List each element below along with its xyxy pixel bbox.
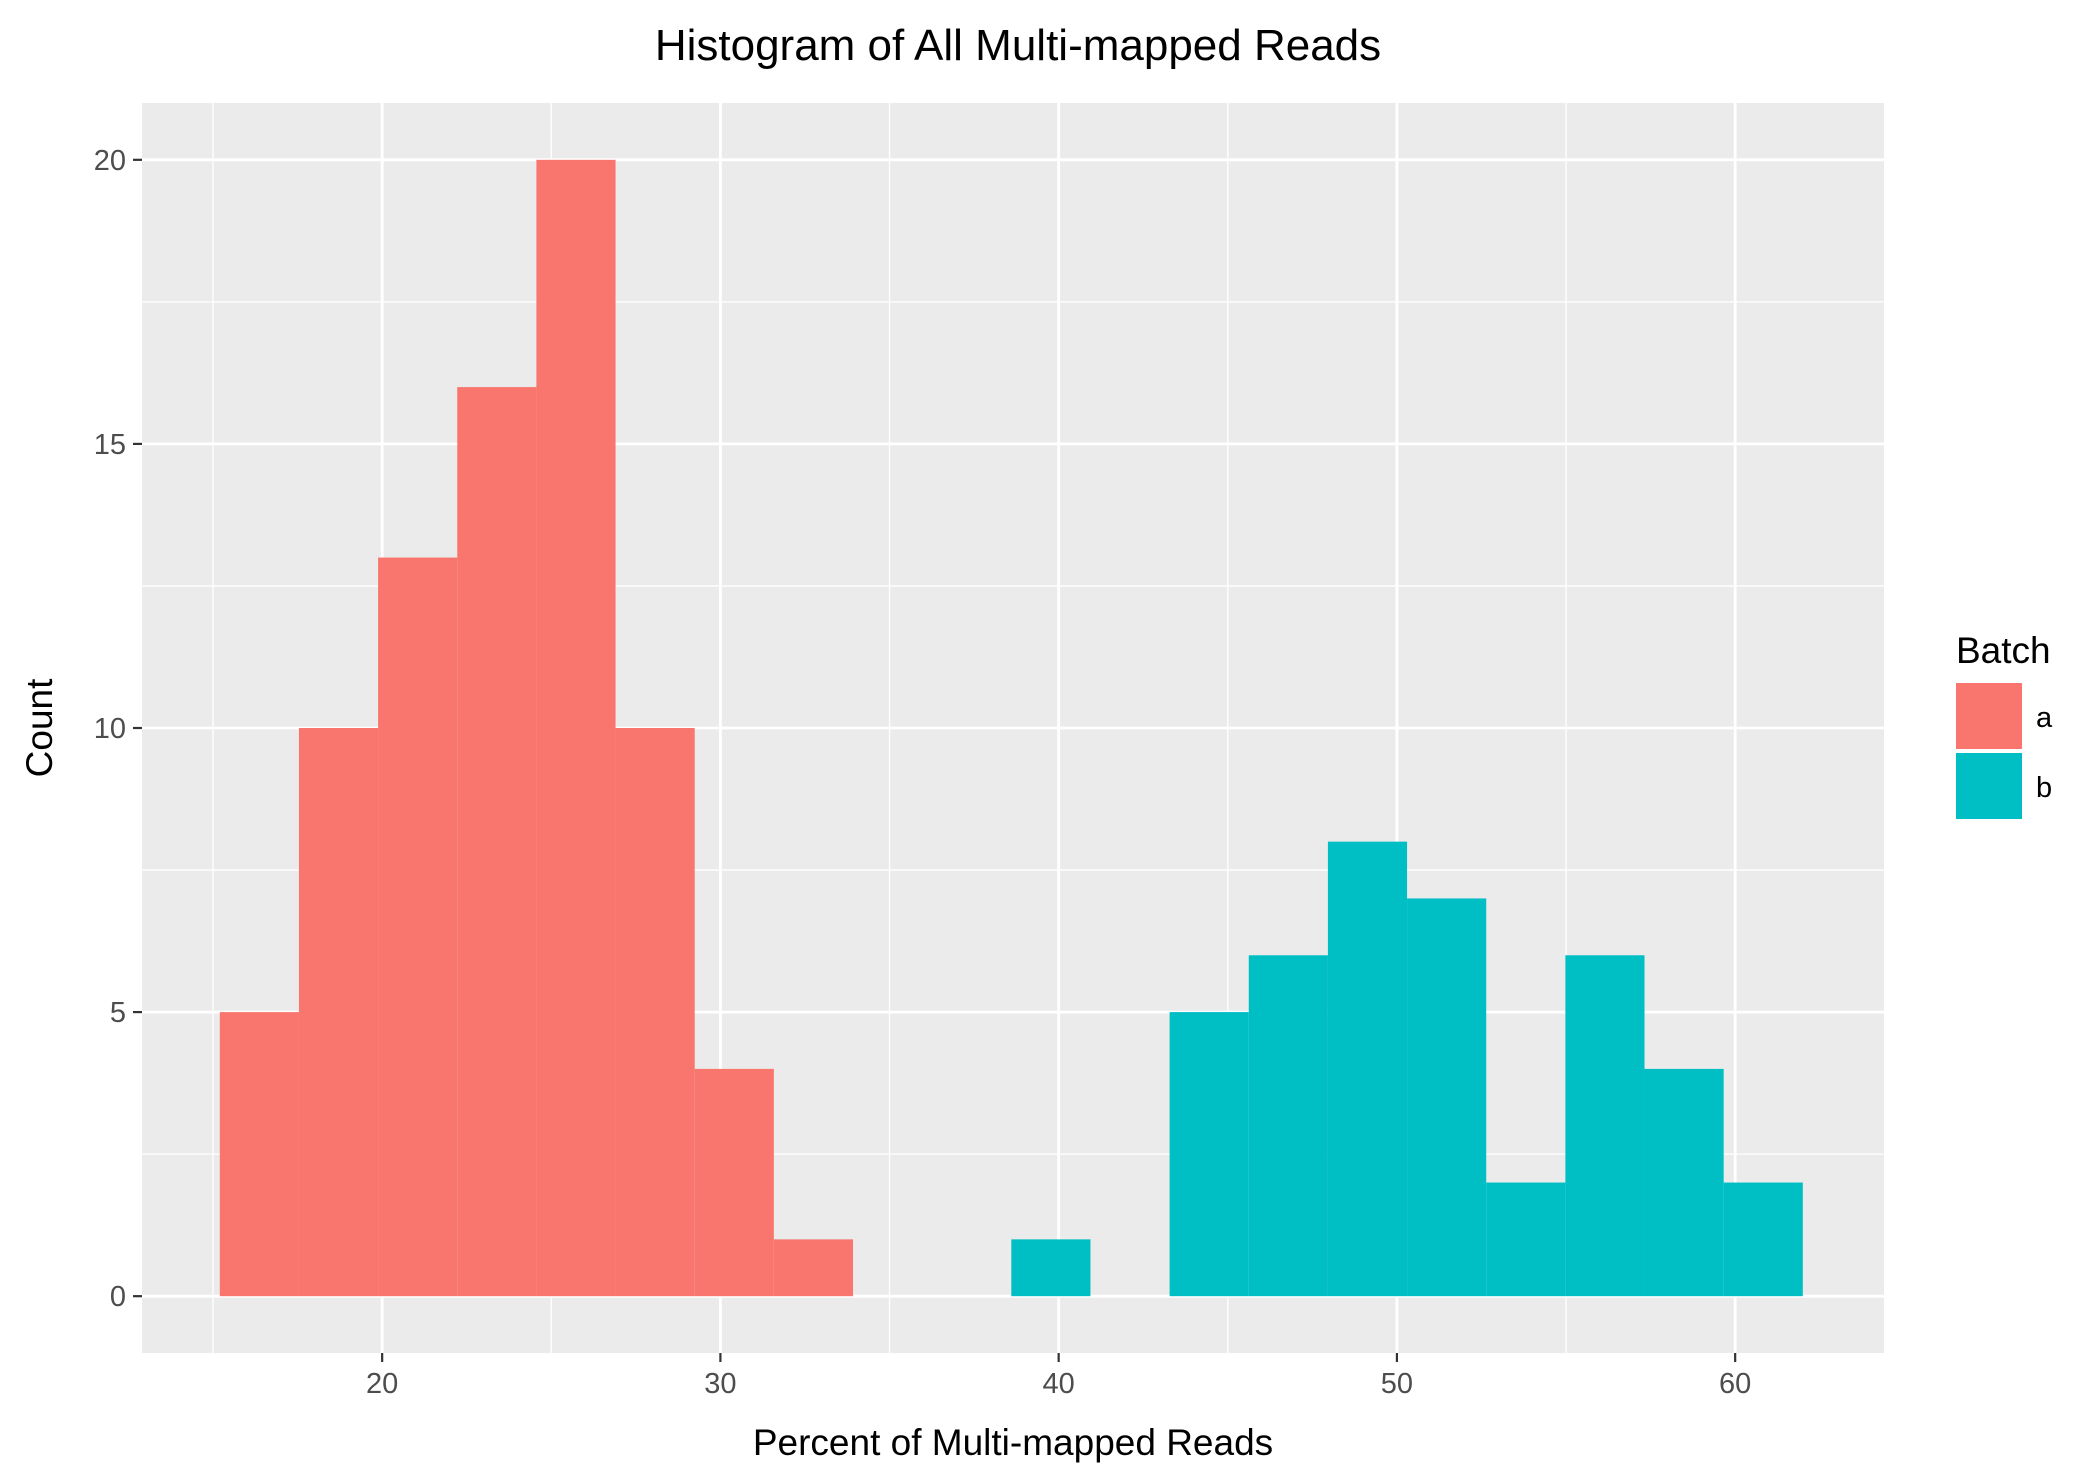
y-tick-label: 20 — [94, 145, 126, 177]
histogram-bar-a — [536, 159, 616, 1297]
histogram-bar-a — [378, 557, 458, 1297]
y-axis-title: Count — [19, 678, 60, 777]
y-tick-labels: 0 5 10 15 20 — [94, 145, 126, 1313]
legend-label-a: a — [2036, 702, 2053, 734]
y-tick-label: 5 — [110, 997, 126, 1029]
histogram-bar-b — [1169, 1012, 1249, 1297]
histogram-bar-b — [1407, 898, 1487, 1297]
histogram-bar-a — [298, 728, 379, 1297]
legend-key-b — [1956, 753, 2022, 819]
histogram-bar-a — [694, 1068, 774, 1297]
histogram-bar-a — [457, 387, 537, 1297]
y-tick-label: 10 — [94, 713, 126, 745]
chart-title: Histogram of All Multi-mapped Reads — [655, 21, 1381, 70]
histogram-bar-b — [1644, 1068, 1724, 1297]
x-tick-label: 20 — [366, 1368, 398, 1400]
histogram-bar-b — [1248, 955, 1328, 1297]
legend-items: ab — [1956, 683, 2053, 819]
histogram-bar-a — [615, 728, 695, 1297]
histogram-bar-b — [1327, 841, 1408, 1297]
x-tick-label: 60 — [1719, 1368, 1751, 1400]
y-tick-label: 15 — [94, 429, 126, 461]
histogram-bar-b — [1011, 1239, 1091, 1297]
axis-ticks — [133, 158, 1737, 1362]
legend-key-a — [1956, 683, 2022, 749]
histogram-bar-b — [1486, 1182, 1566, 1297]
legend-title: Batch — [1956, 630, 2051, 671]
y-tick-label: 0 — [110, 1281, 126, 1313]
histogram-bar-a — [219, 1012, 299, 1297]
histogram-bar-b — [1565, 955, 1645, 1297]
histogram-bar-a — [773, 1239, 854, 1297]
x-tick-label: 40 — [1043, 1368, 1075, 1400]
x-tick-label: 30 — [704, 1368, 736, 1400]
histogram-bars — [219, 159, 1803, 1297]
x-tick-label: 50 — [1381, 1368, 1413, 1400]
legend-label-b: b — [2036, 772, 2052, 804]
legend: Batch ab — [1956, 630, 2053, 819]
histogram-bar-b — [1723, 1182, 1803, 1297]
x-tick-labels: 20 30 40 50 60 — [366, 1368, 1751, 1400]
x-axis-title: Percent of Multi-mapped Reads — [753, 1422, 1273, 1463]
